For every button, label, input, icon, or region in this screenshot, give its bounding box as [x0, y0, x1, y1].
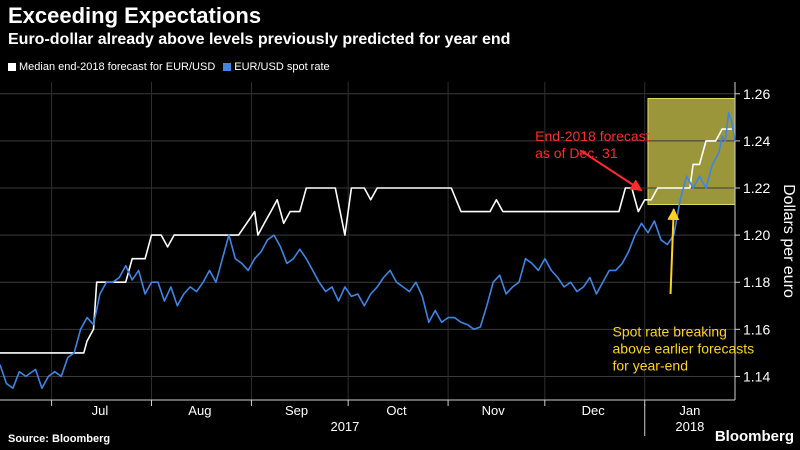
y-tick-label: 1.22 — [743, 180, 770, 196]
spot-series-line — [0, 111, 736, 389]
y-tick-label: 1.26 — [743, 86, 770, 102]
y-axis-label: Dollars per euro — [780, 184, 797, 298]
legend-swatch-spot — [223, 63, 232, 71]
y-tick-label: 1.18 — [743, 274, 770, 290]
forecast-series-line — [0, 128, 732, 354]
x-tick-label: Jan — [679, 403, 700, 418]
bloomberg-logo: Bloomberg — [714, 428, 794, 445]
legend-label-forecast: Median end-2018 forecast for EUR/USD — [19, 61, 216, 73]
chart-title: Exceeding Expectations — [8, 3, 262, 28]
legend-item-forecast: Median end-2018 forecast for EUR/USD — [8, 61, 215, 73]
spot-rate-breaking-arrow — [667, 208, 680, 295]
chart-legend: Median end-2018 forecast for EUR/USD EUR… — [8, 61, 330, 73]
end-2018-forecast-arrow — [579, 149, 643, 192]
x-tick-label: Aug — [188, 403, 211, 418]
end-2018-forecast-text: as of Dec. 31 — [535, 145, 618, 161]
year-label: 2018 — [675, 419, 704, 434]
legend-item-spot: EUR/USD spot rate — [223, 61, 330, 73]
y-tick-label: 1.20 — [743, 227, 770, 243]
legend-swatch-forecast — [8, 63, 16, 71]
highlight-box — [647, 97, 736, 205]
x-tick-label: Jul — [92, 403, 109, 418]
x-tick-label: Nov — [482, 403, 506, 418]
y-tick-label: 1.24 — [743, 133, 770, 149]
source-note: Source: Bloomberg — [8, 433, 111, 445]
y-tick-label: 1.14 — [743, 368, 770, 384]
x-tick-label: Dec — [582, 403, 606, 418]
spot-rate-breaking-text: Spot rate breaking — [613, 323, 727, 339]
spot-rate-breaking-text: for year-end — [613, 357, 688, 373]
x-tick-label: Oct — [386, 403, 407, 418]
spot-rate-breaking-text: above earlier forecasts — [613, 340, 755, 356]
y-tick-label: 1.16 — [743, 321, 770, 337]
year-label: 2017 — [330, 419, 359, 434]
end-2018-forecast-text: End-2018 forecast — [535, 128, 650, 144]
legend-label-spot: EUR/USD spot rate — [234, 61, 330, 73]
chart-subtitle: Euro-dollar already above levels previou… — [8, 31, 511, 48]
x-tick-label: Sep — [285, 403, 308, 418]
